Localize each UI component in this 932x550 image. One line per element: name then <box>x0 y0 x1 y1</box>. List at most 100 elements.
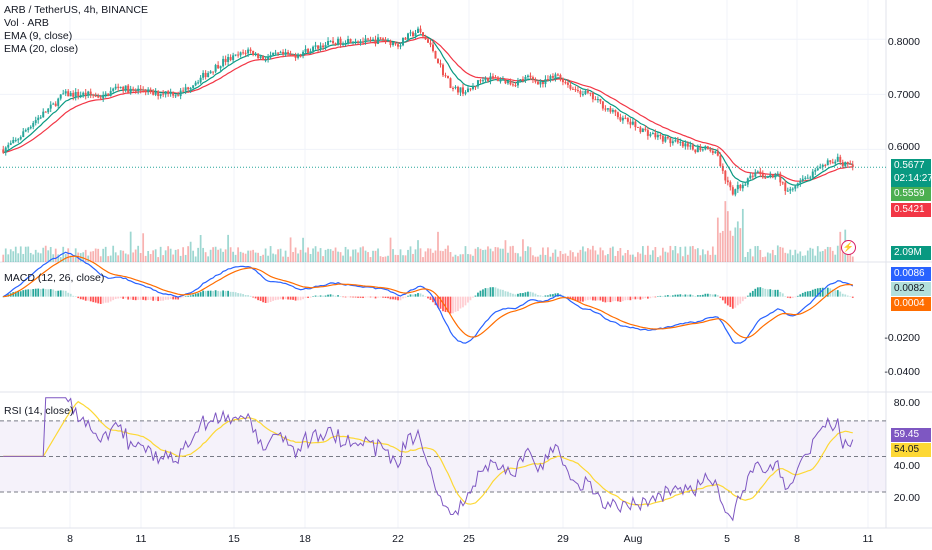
candle-body <box>397 44 400 47</box>
candle-body <box>479 80 482 82</box>
candle-body <box>766 176 769 178</box>
macd-histogram-bar <box>644 296 647 299</box>
volume-legend[interactable]: Vol · ARB <box>4 17 49 29</box>
volume-bar <box>497 247 499 262</box>
volume-bar <box>392 249 394 262</box>
candle-body <box>734 189 737 195</box>
volume-bar <box>62 246 65 262</box>
volume-bar <box>304 252 307 262</box>
macd-histogram-bar <box>379 296 382 298</box>
candle-body <box>509 81 512 85</box>
macd-histogram-bar <box>174 296 177 300</box>
macd-histogram-bar <box>417 293 419 297</box>
ema9-line <box>2 34 853 186</box>
volume-bar <box>754 246 757 262</box>
ema20-legend[interactable]: EMA (20, close) <box>4 43 79 55</box>
candle-body <box>746 178 749 185</box>
candle-body <box>184 87 187 91</box>
macd-histogram-bar <box>32 289 35 297</box>
volume-bar <box>849 248 852 262</box>
macd-histogram-bar <box>711 294 714 297</box>
volume-bar <box>671 250 674 262</box>
macd-histogram-bar <box>352 296 354 298</box>
rsi-legend[interactable]: RSI (14, close) <box>4 405 73 418</box>
macd-histogram-bar <box>424 296 427 297</box>
macd-histogram-bar <box>149 296 152 300</box>
volume-bar <box>442 251 444 262</box>
macd-histogram-bar <box>689 294 692 297</box>
volume-bar <box>147 250 150 262</box>
rsi-title: RSI (14, close) <box>4 405 74 417</box>
macd-histogram-bar <box>739 296 742 304</box>
macd-histogram-bar <box>734 296 737 308</box>
candle-body <box>152 90 155 95</box>
candle-body <box>214 65 217 72</box>
candle-body <box>267 57 270 60</box>
macd-histogram-bar <box>744 296 747 299</box>
volume-bar <box>686 254 689 262</box>
macd-histogram-bar <box>189 295 192 297</box>
candle-body <box>521 79 524 81</box>
volume-bar <box>189 241 192 262</box>
macd-histogram-bar <box>212 291 215 297</box>
macd-histogram-bar <box>646 296 649 299</box>
macd-histogram-bar <box>334 295 337 297</box>
date-label: 11 <box>135 533 147 545</box>
volume-bar <box>599 247 602 262</box>
candle-body <box>227 57 230 63</box>
volume-bar <box>632 254 634 262</box>
candle-body <box>491 76 494 78</box>
candle-body <box>636 127 639 129</box>
candle-body <box>829 160 832 163</box>
candle-body <box>234 54 237 56</box>
volume-bar <box>736 221 739 262</box>
volume-bar <box>272 253 274 262</box>
volume-bar <box>487 246 489 262</box>
macd-histogram-bar <box>776 289 779 297</box>
macd-histogram-bar <box>69 293 72 297</box>
macd-histogram-bar <box>64 290 67 297</box>
candle-body <box>359 41 362 43</box>
macd-histogram-bar <box>54 290 57 297</box>
macd-histogram-bar <box>224 291 227 297</box>
candle-body <box>754 172 757 177</box>
macd-histogram-bar <box>804 291 807 297</box>
candle-body <box>149 89 152 91</box>
candle-body <box>469 88 472 90</box>
candle-body <box>764 177 767 179</box>
volume-bar <box>706 250 709 262</box>
lightning-icon[interactable]: ⚡ <box>841 240 856 255</box>
candle-body <box>89 91 92 95</box>
macd-histogram-bar <box>22 290 25 297</box>
candle-body <box>237 54 240 56</box>
volume-bar <box>666 252 669 262</box>
candle-body <box>84 92 87 96</box>
macd-histogram-bar <box>34 288 37 297</box>
candle-body <box>34 120 37 123</box>
candle-body <box>701 149 704 151</box>
rsi-ma-badge: 54.05 <box>891 443 931 457</box>
volume-bar <box>819 251 822 262</box>
candle-body <box>616 112 619 118</box>
macd-histogram-bar <box>162 296 165 301</box>
candle-body <box>539 81 542 85</box>
macd-histogram-bar <box>217 290 219 297</box>
macd-histogram-bar <box>619 296 622 302</box>
volume-bar <box>759 249 762 262</box>
candle-body <box>99 97 102 99</box>
macd-histogram-bar <box>497 288 499 297</box>
macd-histogram-bar <box>534 293 537 297</box>
symbol-title[interactable]: ARB / TetherUS, 4h, BINANCE <box>4 4 148 16</box>
candle-body <box>377 37 380 44</box>
macd-histogram-bar <box>607 296 609 303</box>
volume-bar <box>519 256 522 262</box>
macd-legend[interactable]: MACD (12, 26, close) <box>4 272 104 285</box>
candle-body <box>67 91 70 97</box>
macd-histogram-bar <box>524 292 527 297</box>
ema9-legend[interactable]: EMA (9, close) <box>4 30 73 42</box>
volume-bar <box>634 256 637 262</box>
macd-histogram-bar <box>197 293 200 297</box>
volume-bar <box>274 254 277 262</box>
volume-bar <box>399 249 402 262</box>
